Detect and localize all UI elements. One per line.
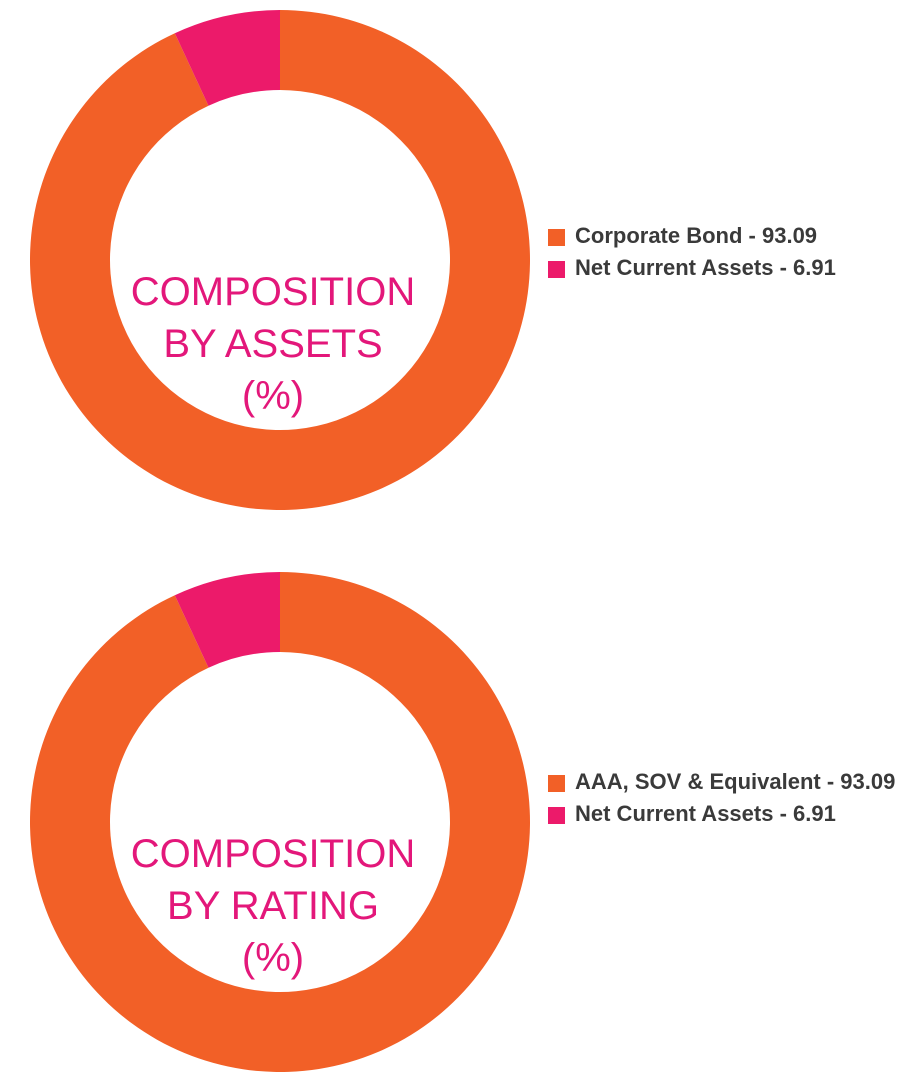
legend-item-aaa-sov-equivalent: AAA, SOV & Equivalent - 93.09 <box>548 766 898 798</box>
chart-composition-by-assets: COMPOSITION BY ASSETS (%) Corporate Bond… <box>0 0 906 520</box>
legend-swatch <box>548 807 565 824</box>
donut-slice-aaa-sov-equivalent <box>30 572 531 1072</box>
legend-item-corporate-bond: Corporate Bond - 93.09 <box>548 220 898 252</box>
legend-swatch <box>548 261 565 278</box>
legend-label: Net Current Assets - 6.91 <box>575 255 836 280</box>
chart-title-line: COMPOSITION <box>130 832 416 876</box>
chart-title-line: (%) <box>241 936 305 980</box>
legend-rating: AAA, SOV & Equivalent - 93.09 Net Curren… <box>548 766 898 830</box>
chart-title-line: BY ASSETS <box>163 322 383 366</box>
legend-item-net-current-assets: Net Current Assets - 6.91 <box>548 252 898 284</box>
legend-swatch <box>548 775 565 792</box>
donut-slice-net-current-assets <box>174 572 280 668</box>
legend-swatch <box>548 229 565 246</box>
donut-chart-assets <box>30 10 531 510</box>
legend-label: Corporate Bond - 93.09 <box>575 223 818 248</box>
chart-title-line: BY RATING <box>167 884 379 928</box>
legend-item-net-current-assets: Net Current Assets - 6.91 <box>548 798 898 830</box>
legend-assets: Corporate Bond - 93.09 Net Current Asset… <box>548 220 898 284</box>
legend-label: AAA, SOV & Equivalent - 93.09 <box>575 769 896 794</box>
chart-title-line: (%) <box>241 374 305 418</box>
donut-chart-rating <box>30 572 531 1072</box>
chart-title-line: COMPOSITION <box>130 270 416 314</box>
donut-slice-corporate-bond <box>30 10 531 510</box>
donut-slice-net-current-assets <box>174 10 280 106</box>
chart-title-rating: COMPOSITION BY RATING (%) <box>123 828 423 984</box>
chart-title-assets: COMPOSITION BY ASSETS (%) <box>123 266 423 422</box>
legend-label: Net Current Assets - 6.91 <box>575 801 836 826</box>
chart-composition-by-rating: COMPOSITION BY RATING (%) AAA, SOV & Equ… <box>0 562 906 1082</box>
